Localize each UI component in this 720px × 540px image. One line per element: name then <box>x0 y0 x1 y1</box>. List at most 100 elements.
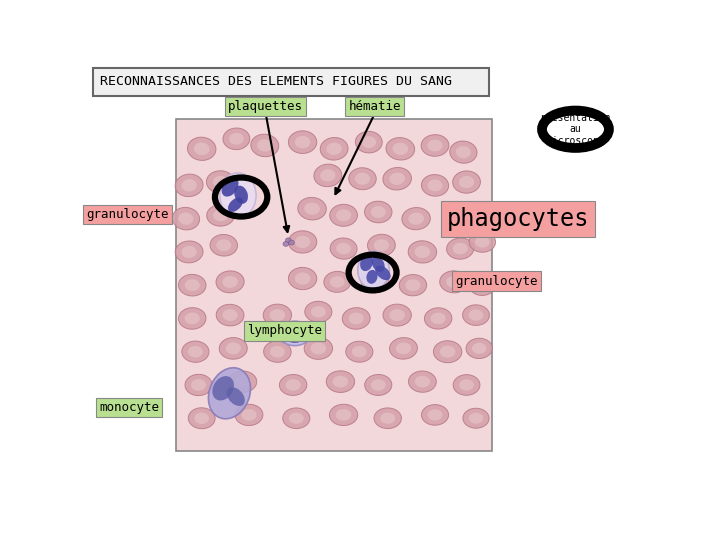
Text: monocyte: monocyte <box>99 401 159 414</box>
Ellipse shape <box>431 313 446 325</box>
Ellipse shape <box>222 309 238 321</box>
Ellipse shape <box>219 338 247 359</box>
Ellipse shape <box>311 306 326 318</box>
Ellipse shape <box>408 213 424 225</box>
Ellipse shape <box>305 202 320 215</box>
Ellipse shape <box>421 134 449 156</box>
Ellipse shape <box>326 371 355 393</box>
Ellipse shape <box>390 309 405 321</box>
Ellipse shape <box>329 404 358 426</box>
Ellipse shape <box>172 207 199 230</box>
Ellipse shape <box>175 174 203 197</box>
Ellipse shape <box>179 212 194 225</box>
Ellipse shape <box>374 239 389 251</box>
Circle shape <box>282 324 307 343</box>
Ellipse shape <box>289 231 317 253</box>
Ellipse shape <box>179 308 206 329</box>
Ellipse shape <box>469 275 495 295</box>
Ellipse shape <box>463 408 489 428</box>
Ellipse shape <box>367 234 395 256</box>
Ellipse shape <box>446 238 474 259</box>
Ellipse shape <box>228 198 243 212</box>
Ellipse shape <box>289 131 317 153</box>
Ellipse shape <box>270 346 285 357</box>
Ellipse shape <box>372 256 384 272</box>
Ellipse shape <box>361 271 389 293</box>
Ellipse shape <box>207 171 235 193</box>
Ellipse shape <box>472 343 486 354</box>
FancyBboxPatch shape <box>93 68 489 96</box>
Ellipse shape <box>223 128 250 150</box>
Ellipse shape <box>269 309 285 321</box>
Ellipse shape <box>179 274 206 296</box>
Ellipse shape <box>415 376 430 388</box>
Ellipse shape <box>191 379 206 391</box>
Ellipse shape <box>380 413 395 424</box>
Ellipse shape <box>428 409 443 421</box>
Ellipse shape <box>213 176 228 188</box>
Ellipse shape <box>229 133 244 145</box>
Text: RECONNAISSANCES DES ELEMENTS FIGURES DU SANG: RECONNAISSANCES DES ELEMENTS FIGURES DU … <box>100 76 452 89</box>
Ellipse shape <box>188 346 203 357</box>
Ellipse shape <box>367 276 383 288</box>
Ellipse shape <box>421 404 449 425</box>
Ellipse shape <box>415 246 431 258</box>
Ellipse shape <box>390 173 405 185</box>
Ellipse shape <box>222 276 238 288</box>
Ellipse shape <box>466 201 492 222</box>
Text: phagocytes: phagocytes <box>446 207 589 231</box>
Ellipse shape <box>320 169 336 181</box>
Ellipse shape <box>330 238 357 259</box>
Ellipse shape <box>194 413 209 424</box>
Ellipse shape <box>358 251 390 289</box>
Ellipse shape <box>453 375 480 395</box>
Ellipse shape <box>208 368 251 419</box>
Ellipse shape <box>216 305 244 326</box>
Ellipse shape <box>399 274 427 296</box>
Ellipse shape <box>289 267 317 289</box>
Ellipse shape <box>440 271 468 293</box>
Ellipse shape <box>330 204 357 226</box>
Ellipse shape <box>392 143 408 155</box>
Ellipse shape <box>222 178 238 197</box>
Ellipse shape <box>324 272 351 292</box>
Ellipse shape <box>356 131 382 153</box>
Ellipse shape <box>371 206 386 218</box>
Ellipse shape <box>433 341 462 363</box>
Text: granulocyte: granulocyte <box>86 208 168 221</box>
Ellipse shape <box>283 408 310 429</box>
Ellipse shape <box>336 409 351 421</box>
Ellipse shape <box>371 379 386 391</box>
Ellipse shape <box>175 241 203 263</box>
Ellipse shape <box>453 243 468 254</box>
Ellipse shape <box>286 238 292 242</box>
Ellipse shape <box>421 174 449 196</box>
Ellipse shape <box>235 376 251 388</box>
Ellipse shape <box>360 255 373 271</box>
Ellipse shape <box>475 237 490 248</box>
Ellipse shape <box>216 239 231 251</box>
Ellipse shape <box>348 168 377 190</box>
Ellipse shape <box>305 301 332 322</box>
Ellipse shape <box>264 341 291 362</box>
Ellipse shape <box>408 241 436 263</box>
Ellipse shape <box>286 379 301 391</box>
Ellipse shape <box>440 346 456 357</box>
Ellipse shape <box>298 198 326 220</box>
Ellipse shape <box>450 141 477 163</box>
Ellipse shape <box>390 338 418 359</box>
Ellipse shape <box>365 375 392 395</box>
Ellipse shape <box>366 270 377 284</box>
Ellipse shape <box>187 137 216 160</box>
Circle shape <box>279 321 311 346</box>
Ellipse shape <box>185 279 200 291</box>
Ellipse shape <box>310 342 326 354</box>
Ellipse shape <box>227 387 245 406</box>
Ellipse shape <box>355 173 370 185</box>
Ellipse shape <box>472 206 487 218</box>
Ellipse shape <box>462 305 490 326</box>
Ellipse shape <box>229 371 257 392</box>
Ellipse shape <box>294 272 310 285</box>
Ellipse shape <box>185 374 212 396</box>
Ellipse shape <box>181 246 197 258</box>
